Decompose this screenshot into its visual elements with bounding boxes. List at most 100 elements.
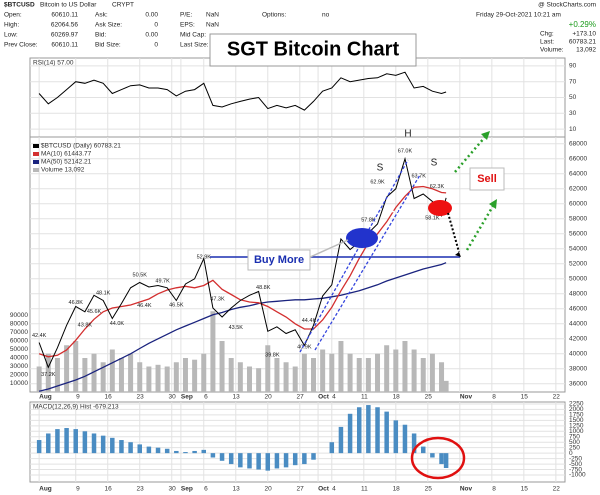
y-tick-label: -250 [569,455,582,462]
volume-bar [256,368,262,392]
macd-bar [155,447,161,454]
macd-bar [311,453,316,460]
volume-bar [301,353,307,392]
macd-bar [36,440,42,454]
x-tick-label: 18 [393,486,401,493]
label: Chg: [540,31,554,38]
macd-bar [228,453,234,465]
label: EPS: [180,22,195,29]
macd-bar [210,453,216,458]
panel-title: MACD(12,26,9) Hist -679.213 [33,404,119,411]
volume-bar [36,366,42,392]
y-tick-label: 500 [569,439,580,446]
data-label: 58.1K [425,215,440,221]
x-tick-label: 11 [361,394,368,401]
data-label: 42.4K [32,333,47,339]
y-tick-label: 90 [569,63,577,70]
x-tick-label: 27 [297,486,305,493]
x-tick-label: 8 [492,394,496,401]
x-tick-label: 30 [169,394,177,401]
y-tick-label: 40000 [569,350,587,357]
macd-bar [384,411,389,454]
macd-bar [219,453,225,461]
x-tick-label: 16 [105,394,113,401]
x-tick-label: 25 [425,486,433,493]
volume-bar [365,358,371,392]
volume-bar [219,341,225,392]
pattern-label: S [377,163,384,174]
value: 60610.11 [51,12,78,19]
y-tick-label: 1000 [569,428,584,435]
arrow [447,212,460,253]
highlight-circle [410,436,466,480]
x-tick-label: 22 [553,486,561,493]
value: 0 [154,22,158,29]
x-tick-label: Nov [460,394,473,401]
macd-bar [430,453,435,458]
x-tick-label: 8 [492,486,496,493]
macd-bar [256,453,261,470]
macd-bar [265,453,271,471]
volume-bar [100,362,106,392]
x-tick-label: 15 [521,394,529,401]
label: High: [4,22,19,29]
y-tick-label: 1500 [569,417,584,424]
macd-bar [411,433,417,454]
macd-bar [128,442,133,454]
volume-bar [82,358,88,392]
value: NaN [206,12,219,19]
macd-bar [356,407,362,454]
x-tick-label: 9 [76,486,80,493]
symbol: $BTCUSD [4,2,35,9]
label: P/E: [180,12,192,19]
value: 60269.97 [51,32,78,39]
macd-bar [110,437,115,454]
label: Volume: [540,47,564,54]
data-label: 44.0K [110,321,125,327]
volume-bar [91,353,97,392]
label: Last Size: [180,42,209,49]
label: Prev Close: [4,42,38,49]
macd-bar [183,452,188,454]
volume-bar [109,349,115,392]
exchange: CRYPT [112,2,134,9]
macd-bar [201,449,207,454]
callout [307,239,349,259]
y2-tick-label: 20000 [10,372,28,379]
x-tick-label: 4 [332,394,336,401]
x-tick-label: 23 [137,394,145,401]
volume-bar [54,358,60,392]
data-label: 44.4K [302,318,317,324]
x-tick-label: Sep [181,394,193,401]
label: Open: [4,12,22,19]
volume-bar [338,341,344,392]
sell-marker [428,200,452,216]
macd-bar [91,433,97,454]
y2-tick-label: 90000 [10,312,28,319]
volume-bar [375,353,381,392]
data-label: 50.5K [133,272,148,278]
y-tick-label: -1000 [569,472,586,479]
channel-line [314,174,421,351]
macd-bar [119,440,124,454]
x-tick-label: 18 [393,394,401,401]
y-tick-label: 70 [569,78,577,85]
y-tick-label: 62000 [569,185,587,192]
y-tick-label: -750 [569,466,582,473]
label: Last: [540,39,554,46]
buy-box [247,249,311,271]
label: Ask: [95,12,108,19]
pattern-label: H [404,129,411,140]
y-tick-label: 750 [569,433,580,440]
macd-bar [137,444,142,454]
pct-change: +0.29% [569,20,596,29]
volume-bar [201,353,207,392]
legend-label: MA(50) 52142.21 [41,159,92,166]
buy-marker [346,228,378,248]
sell-label: Sell [477,173,497,185]
macd-bar [402,424,408,454]
label: Bid: [95,32,106,39]
legend-swatch [33,144,39,148]
macd-bar [174,450,179,454]
volume-bar [192,359,198,392]
